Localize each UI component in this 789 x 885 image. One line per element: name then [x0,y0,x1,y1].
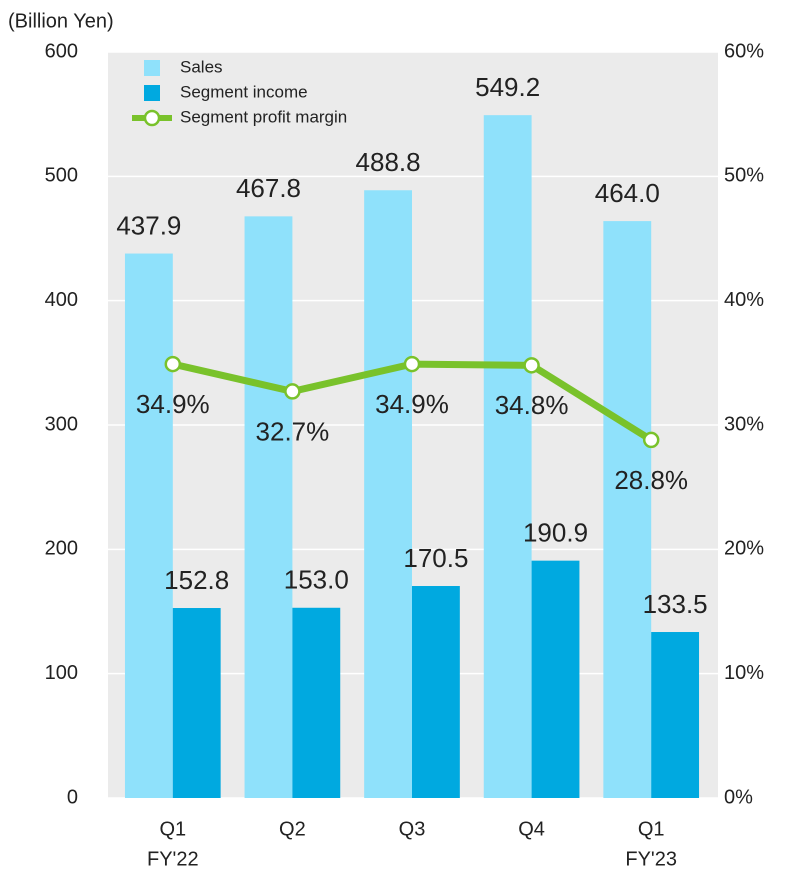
legend-label: Segment profit margin [180,107,347,126]
y-tick-label: 100 [45,662,78,684]
line-marker [642,431,660,449]
y-tick-label: 200 [45,538,78,560]
legend-label: Segment income [180,82,308,101]
x-tick-sublabel: FY'23 [625,848,677,870]
y-tick-label: 500 [45,165,78,187]
x-tick-label: Q1 [159,818,186,840]
x-tick-label: Q1 [638,818,665,840]
data-label: 34.9% [136,389,210,419]
data-label: 170.5 [403,543,468,573]
bar [483,115,532,799]
y2-tick-label: 20% [724,538,764,560]
legend-swatch [144,85,160,101]
data-label: 28.8% [614,465,688,495]
data-label: 488.8 [356,147,421,177]
bar [364,190,412,798]
x-tick-label: Q4 [518,818,545,840]
legend-label: Sales [180,57,223,76]
y2-tick-label: 50% [724,165,764,187]
y2-tick-label: 30% [724,413,764,435]
y-tick-label: 600 [45,40,78,62]
data-label: 190.9 [523,518,588,548]
y2-tick-label: 10% [724,662,764,684]
y2-tick-label: 40% [724,289,764,311]
data-label: 34.8% [495,390,569,420]
line-marker [284,383,301,400]
bar [244,216,293,799]
data-label: 32.7% [256,416,330,446]
y-tick-label: 0 [67,786,78,808]
bar [651,632,700,798]
x-tick-label: Q2 [279,818,306,840]
data-label: 152.8 [164,565,229,595]
y-tick-label: 400 [45,289,78,311]
data-label: 437.9 [116,210,181,240]
data-label: 467.8 [236,173,301,203]
bar [172,608,221,798]
y2-tick-label: 0% [724,786,753,808]
bar [412,586,460,798]
y2-tick-label: 60% [724,40,764,62]
bar [603,221,652,799]
data-label: 133.5 [643,589,708,619]
line-marker [523,357,540,374]
line-marker [403,355,421,373]
y-axis-label: (Billion Yen) [8,10,114,32]
data-label: 34.9% [375,389,449,419]
y-tick-label: 300 [45,413,78,435]
x-tick-sublabel: FY'22 [147,848,199,870]
data-label: 464.0 [595,178,660,208]
line-marker [164,355,182,373]
data-label: 153.0 [284,565,349,595]
x-tick-label: Q3 [399,818,426,840]
bar [531,560,580,798]
bar [292,607,341,798]
data-label: 549.2 [475,72,540,102]
legend-marker [143,109,161,127]
bar [124,253,173,799]
legend-swatch [144,60,160,76]
